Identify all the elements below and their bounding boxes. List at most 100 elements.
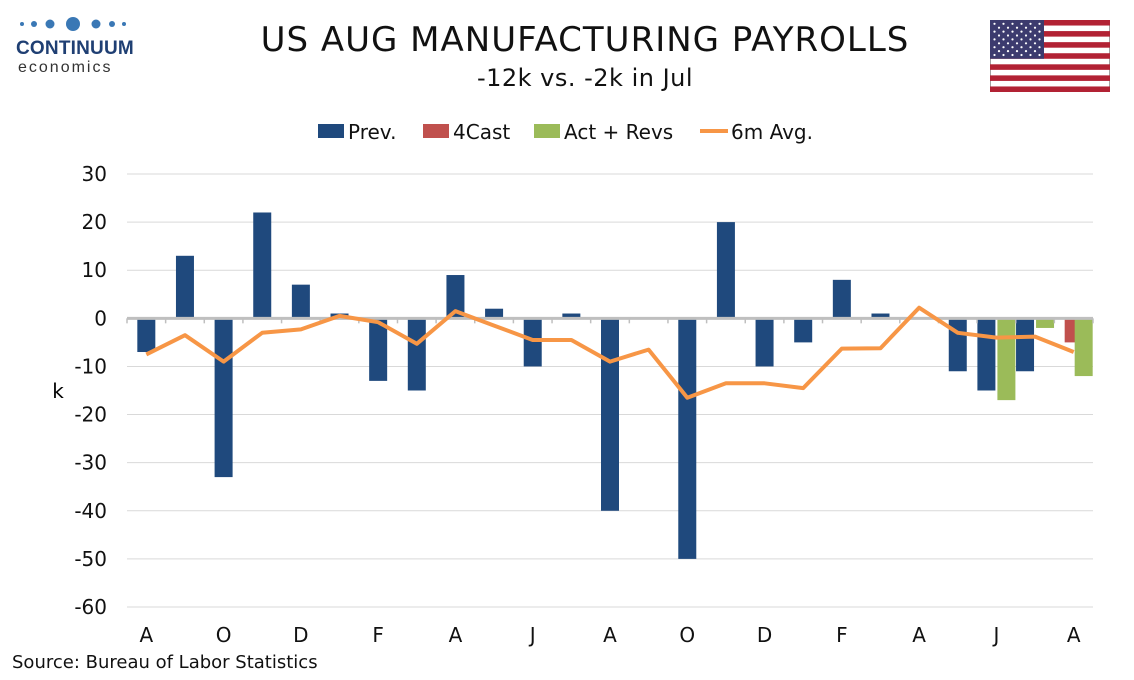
- flag-star: [1020, 38, 1023, 41]
- flag-star: [1002, 46, 1005, 49]
- continuum-logo: CONTINUUM economics: [14, 14, 144, 76]
- bar-prev: [369, 318, 388, 381]
- bar-prev: [716, 222, 735, 319]
- legend-label: 4Cast: [453, 120, 510, 144]
- bar-prev: [485, 308, 504, 319]
- y-tick-label: 10: [82, 258, 107, 282]
- bar-prev: [523, 318, 542, 367]
- flag-star: [1015, 42, 1019, 45]
- flag-star: [1029, 53, 1032, 57]
- x-tick-label: A: [603, 623, 617, 647]
- flag-star: [1006, 50, 1010, 53]
- flag-star: [1038, 46, 1041, 49]
- bar-prev: [1016, 318, 1035, 372]
- flag-star: [1020, 53, 1023, 57]
- x-tick-label: O: [216, 623, 232, 647]
- bar-prev: [755, 318, 774, 367]
- flag-star: [997, 42, 1001, 45]
- flag-star: [1015, 34, 1019, 37]
- flag-star: [1038, 38, 1041, 41]
- flag-star: [1006, 34, 1010, 37]
- legend-label: Act + Revs: [564, 120, 673, 144]
- bar-prev: [832, 279, 851, 319]
- flag-star: [1024, 50, 1028, 53]
- flag-star: [1002, 30, 1005, 33]
- x-tick-label: A: [912, 623, 926, 647]
- bars: [137, 212, 1093, 559]
- x-tick-label: J: [528, 623, 536, 647]
- chart-subtitle: -12k vs. -2k in Jul: [476, 64, 694, 92]
- dots-logo-icon: [20, 17, 126, 31]
- y-tick-label: -50: [74, 547, 107, 571]
- flag-star: [1015, 26, 1019, 29]
- flag-star: [993, 38, 996, 41]
- legend-swatch: [318, 124, 344, 138]
- y-tick-label: 30: [82, 162, 107, 186]
- flag-star: [1029, 30, 1032, 33]
- y-tick-label: -30: [74, 451, 107, 475]
- flag-star: [1038, 53, 1041, 57]
- y-axis: 30 20 10 0 -10 -20 -30 -40 -50 -60: [74, 162, 107, 619]
- bar-prev: [175, 255, 194, 319]
- bar-act-revs: [1074, 318, 1093, 377]
- flag-star: [1015, 50, 1019, 53]
- bar-prev: [407, 318, 426, 391]
- bar-prev: [253, 212, 272, 319]
- bar-prev: [977, 318, 996, 391]
- avg-line-path: [145, 305, 1075, 400]
- flag-star: [1024, 34, 1028, 37]
- bar-prev: [214, 318, 233, 478]
- y-tick-label: -10: [74, 354, 107, 378]
- x-tick-label: J: [991, 623, 999, 647]
- flag-star: [993, 53, 996, 57]
- legend: Prev. 4Cast Act + Revs 6m Avg.: [318, 120, 813, 144]
- flag-star: [1038, 22, 1041, 25]
- flag-star: [1006, 26, 1010, 29]
- flag-star: [997, 26, 1001, 29]
- flag-star: [1011, 38, 1014, 41]
- x-tick-label: A: [1067, 623, 1081, 647]
- y-tick-label: -60: [74, 595, 107, 619]
- logo-subtitle: economics: [18, 59, 113, 76]
- flag-star: [1020, 46, 1023, 49]
- source-note: Source: Bureau of Labor Statistics: [12, 652, 318, 673]
- flag-star: [1033, 34, 1037, 37]
- flag-star: [1033, 26, 1037, 29]
- x-tick-label: A: [139, 623, 153, 647]
- y-tick-label: 0: [94, 306, 107, 330]
- flag-star: [993, 22, 996, 25]
- flag-star: [1020, 22, 1023, 25]
- flag-star: [997, 50, 1001, 53]
- y-tick-label: -40: [74, 499, 107, 523]
- bar-act-revs: [1036, 318, 1055, 328]
- flag-star: [1024, 26, 1028, 29]
- legend-swatch: [423, 124, 449, 138]
- x-tick-label: F: [836, 623, 848, 647]
- flag-star: [1020, 30, 1023, 33]
- y-axis-label: k: [52, 379, 64, 403]
- x-tick-label: D: [757, 623, 772, 647]
- bar-prev: [871, 313, 890, 319]
- flag-star: [993, 30, 996, 33]
- bar-prev: [678, 318, 697, 559]
- bar-prev: [562, 313, 581, 319]
- legend-swatch: [534, 124, 560, 138]
- flag-star: [993, 46, 996, 49]
- legend-label: 6m Avg.: [731, 120, 813, 144]
- flag-star: [1011, 22, 1014, 25]
- flag-star: [1033, 50, 1037, 53]
- y-tick-label: -20: [74, 403, 107, 427]
- flag-star: [1011, 46, 1014, 49]
- logo-wordmark: CONTINUUM: [16, 38, 134, 59]
- avg-line: [145, 305, 1075, 400]
- legend-label: Prev.: [348, 120, 396, 144]
- flag-star: [1024, 42, 1028, 45]
- flag-star: [1038, 30, 1041, 33]
- flag-star: [1011, 30, 1014, 33]
- y-tick-label: 20: [82, 210, 107, 234]
- bar-prev: [291, 284, 310, 319]
- flag-star: [1002, 53, 1005, 57]
- bar-prev: [601, 318, 619, 511]
- x-tick-label: F: [372, 623, 384, 647]
- flag-star: [1006, 42, 1010, 45]
